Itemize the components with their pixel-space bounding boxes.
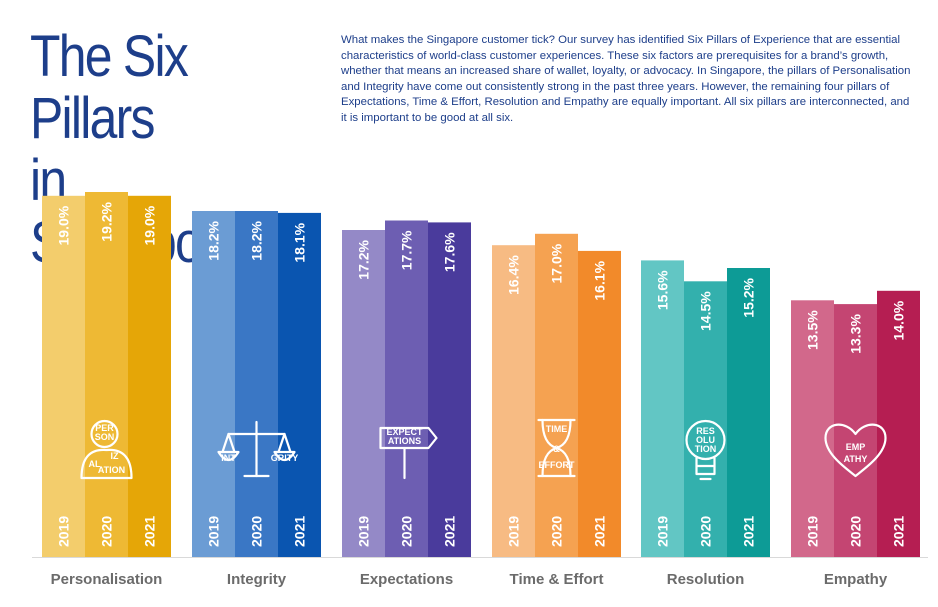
bar	[727, 268, 770, 557]
bar	[128, 195, 171, 558]
icon-text: OLU	[696, 435, 715, 445]
value-label: 13.5%	[805, 310, 821, 350]
icon-text: GRITY	[271, 453, 299, 463]
icon-text: &	[553, 444, 560, 454]
icon-text: EMP	[846, 442, 866, 452]
value-label: 13.3%	[848, 314, 864, 354]
year-label: 2020	[249, 516, 265, 547]
bar	[342, 230, 385, 557]
category-label: Expectations	[360, 571, 453, 588]
value-label: 17.7%	[399, 230, 415, 270]
category-label: Personalisation	[51, 571, 163, 588]
value-label: 19.2%	[99, 201, 115, 241]
value-label: 17.2%	[356, 239, 372, 279]
year-label: 2020	[549, 516, 565, 547]
value-label: 17.0%	[549, 243, 565, 283]
year-label: 2021	[292, 516, 308, 547]
value-label: 19.0%	[56, 205, 72, 245]
value-label: 18.2%	[206, 220, 222, 260]
year-label: 2021	[741, 516, 757, 547]
year-label: 2019	[805, 516, 821, 547]
value-label: 18.2%	[249, 220, 265, 260]
value-label: 16.4%	[506, 255, 522, 295]
icon-text: EXPECT	[386, 427, 423, 437]
year-label: 2019	[506, 516, 522, 547]
bar	[578, 250, 621, 557]
category-label: Time & Effort	[510, 571, 604, 588]
icon-text: AL	[89, 459, 101, 469]
value-label: 19.0%	[142, 205, 158, 245]
title-line-1: The Six Pillars	[30, 24, 189, 151]
bar	[834, 304, 877, 557]
integrity-scales-icon: INT GRITY	[217, 420, 299, 478]
bar	[641, 260, 684, 557]
year-label: 2020	[399, 516, 415, 547]
bar	[684, 281, 727, 557]
empathy-heart-icon: EMP ATHY	[824, 423, 887, 478]
year-label: 2019	[56, 516, 72, 547]
bar	[877, 290, 920, 557]
time-effort-hourglass-icon: TIME & EFFORT	[537, 418, 576, 478]
bar	[192, 211, 235, 557]
icon-text: TIME	[546, 424, 568, 434]
year-label: 2021	[891, 516, 907, 547]
year-label: 2021	[142, 516, 158, 547]
pillar-group-integrity: 18.2% 2019 18.2% 2020 18.1% 2021 Integrity INT G…	[192, 211, 321, 588]
value-label: 15.6%	[655, 270, 671, 310]
pillar-group-personalisation: 19.0% 2019 19.2% 2020 19.0% 2021 Personalisati…	[42, 192, 171, 588]
bar	[42, 195, 85, 558]
year-label: 2020	[99, 516, 115, 547]
bar	[235, 211, 278, 557]
icon-text: ATHY	[844, 454, 868, 464]
icon-text: INT	[221, 453, 236, 463]
icon-text: ATIONS	[388, 436, 421, 446]
year-label: 2020	[698, 516, 714, 547]
value-label: 15.2%	[741, 277, 757, 317]
value-label: 18.1%	[292, 222, 308, 262]
year-label: 2021	[592, 516, 608, 547]
category-label: Empathy	[824, 571, 888, 588]
bar	[791, 300, 834, 557]
pillar-group-time-effort: 16.4% 2019 17.0% 2020 16.1% 2021 Time & Effort…	[492, 233, 621, 588]
pillar-group-empathy: 13.5% 2019 13.3% 2020 14.0% 2021 Empathy EMP ATH…	[791, 290, 920, 588]
icon-text: EFFORT	[539, 460, 575, 470]
pillar-group-expectations: 17.2% 2019 17.7% 2020 17.6% 2021 Expectations E…	[342, 220, 471, 588]
bar	[85, 192, 128, 557]
value-label: 17.6%	[442, 232, 458, 272]
icon-text: SON	[95, 432, 115, 442]
icon-text: PER	[95, 423, 114, 433]
icon-text: IZ	[111, 451, 120, 461]
year-label: 2019	[206, 516, 222, 547]
bar	[278, 212, 321, 557]
year-label: 2019	[655, 516, 671, 547]
bar	[428, 222, 471, 557]
category-label: Integrity	[227, 571, 287, 588]
year-label: 2019	[356, 516, 372, 547]
icon-text: RES	[696, 426, 715, 436]
year-label: 2020	[848, 516, 864, 547]
value-label: 14.5%	[698, 291, 714, 331]
value-label: 16.1%	[592, 260, 608, 300]
value-label: 14.0%	[891, 300, 907, 340]
intro-paragraph: What makes the Singapore customer tick? …	[341, 34, 911, 124]
pillar-group-resolution: 15.6% 2019 14.5% 2020 15.2% 2021 Resolution RES…	[641, 260, 770, 588]
icon-text: ATION	[98, 465, 125, 475]
icon-text: TION	[695, 444, 717, 454]
year-label: 2021	[442, 516, 458, 547]
category-label: Resolution	[667, 571, 745, 588]
bar	[385, 220, 428, 557]
bar	[535, 233, 578, 558]
bar	[492, 245, 535, 557]
